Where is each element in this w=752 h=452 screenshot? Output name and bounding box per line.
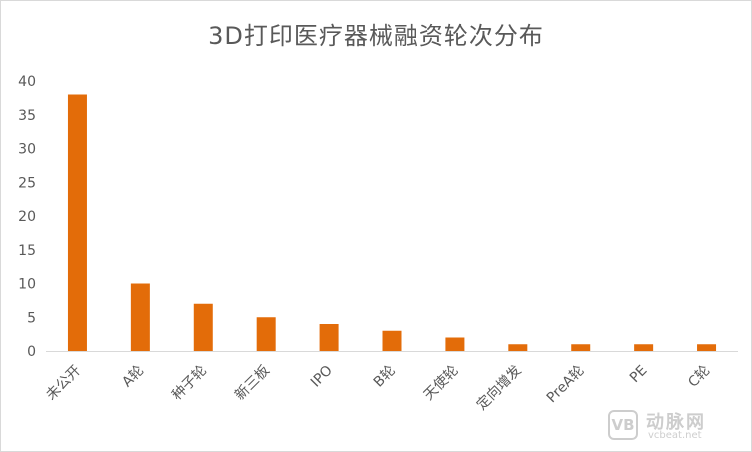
y-tick-label: 10 xyxy=(18,277,36,293)
x-tick-label: 新三板 xyxy=(232,363,273,404)
x-tick-label: 定向增发 xyxy=(474,363,525,414)
watermark-name: 动脉网 xyxy=(646,412,706,433)
bar xyxy=(67,94,87,351)
y-tick-label: 15 xyxy=(18,243,36,259)
y-tick-label: 25 xyxy=(18,175,36,191)
watermark-url: vcbeat.net xyxy=(648,430,702,441)
bar xyxy=(697,344,717,351)
bar xyxy=(193,303,213,351)
bar xyxy=(445,337,465,351)
y-tick-label: 0 xyxy=(27,344,36,360)
x-tick-label: C轮 xyxy=(685,363,713,391)
y-tick-label: 35 xyxy=(18,108,36,124)
watermark-badge: VB xyxy=(608,410,638,440)
x-tick-label: PE xyxy=(627,363,651,387)
y-tick-label: 5 xyxy=(27,310,36,326)
x-tick-label: PreA轮 xyxy=(544,363,588,407)
y-tick-label: 30 xyxy=(18,142,36,158)
chart-title: 3D打印医疗器械融资轮次分布 xyxy=(208,22,544,50)
x-tick-label: A轮 xyxy=(119,363,147,391)
watermark-logo: VB 动脉网 vcbeat.net xyxy=(608,408,740,442)
y-tick-label: 40 xyxy=(18,74,36,90)
x-tick-label: 种子轮 xyxy=(169,363,210,404)
bar xyxy=(319,324,339,351)
x-tick-label: IPO xyxy=(308,363,336,391)
bar xyxy=(130,283,150,351)
bar xyxy=(508,344,528,351)
bar xyxy=(634,344,654,351)
bar xyxy=(256,317,276,351)
x-tick-label: 未公开 xyxy=(43,363,84,404)
bar xyxy=(382,330,402,351)
x-tick-label: 天使轮 xyxy=(420,362,462,404)
x-tick-label: B轮 xyxy=(371,363,399,391)
y-tick-label: 20 xyxy=(18,209,36,225)
bar xyxy=(571,344,591,351)
